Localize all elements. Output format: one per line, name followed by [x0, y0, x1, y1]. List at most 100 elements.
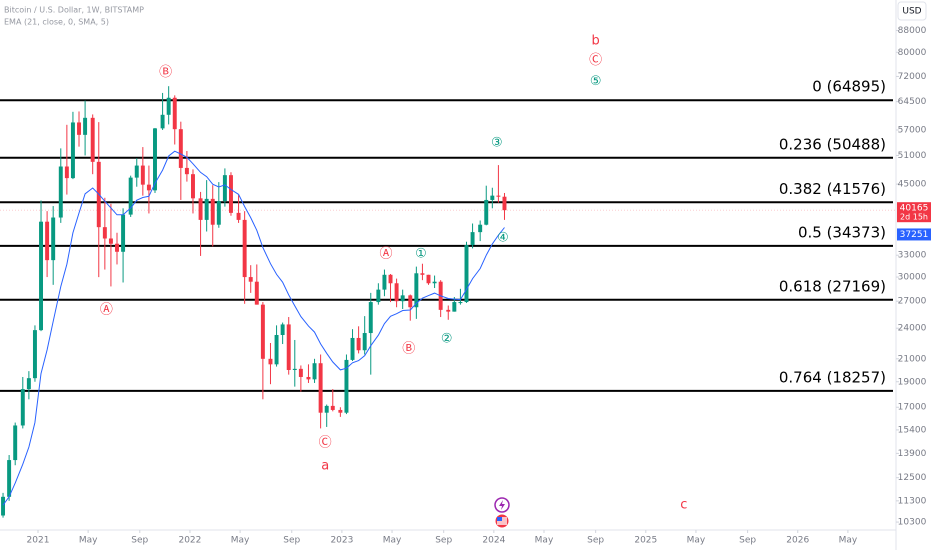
wave-label: ③	[491, 135, 503, 150]
y-tick-label: 13900	[898, 449, 927, 459]
y-tick-label: 17000	[898, 403, 927, 413]
x-tick-label: 2025	[634, 536, 657, 546]
candle-body	[338, 409, 343, 413]
symbol-legend: Bitcoin / U.S. Dollar, 1W, BITSTAMP	[4, 6, 144, 15]
candle-body	[432, 281, 437, 284]
fib-label: 0.5 (34373)	[798, 223, 886, 241]
candle-body	[191, 174, 195, 199]
fib-label: 0.236 (50488)	[779, 135, 886, 153]
candle-body	[484, 199, 489, 225]
candle-body	[376, 289, 381, 303]
indicator-legend: EMA (21, close, 0, SMA, 5)	[4, 18, 109, 27]
candle-body	[242, 219, 247, 278]
candle-body	[388, 274, 393, 284]
candle-body	[64, 166, 69, 179]
candle-body	[382, 274, 387, 290]
candle-body	[20, 389, 25, 426]
y-tick-label: 30000	[898, 273, 927, 283]
candle-body	[458, 302, 463, 304]
candle-body	[1, 496, 6, 516]
candle-body	[426, 274, 431, 284]
candle-body	[306, 376, 311, 380]
wave-label: Ⓒ	[589, 53, 602, 68]
candle-body	[368, 302, 373, 334]
candle-body	[140, 165, 145, 185]
candle-body	[115, 243, 119, 252]
x-tick-label: Sep	[435, 536, 452, 546]
candle-body	[324, 405, 329, 413]
candle-body	[178, 129, 183, 168]
candle-body	[362, 333, 367, 351]
candle-body	[45, 221, 50, 261]
wave-label: Ⓑ	[402, 342, 415, 357]
fib-label: 0.382 (41576)	[779, 180, 886, 198]
ema-tag	[897, 228, 931, 241]
x-tick-label: May	[383, 536, 402, 546]
y-tick-label: 27000	[898, 297, 927, 307]
y-tick-label: 80000	[898, 48, 927, 58]
wave-label: c	[680, 498, 687, 513]
candles	[1, 86, 507, 518]
x-tick-label: 2023	[330, 536, 353, 546]
x-tick-label: Sep	[283, 536, 300, 546]
y-tick-label: 21000	[898, 354, 927, 364]
candle-body	[166, 97, 171, 115]
x-tick-label: May	[79, 536, 98, 546]
y-tick-label: 15400	[898, 425, 927, 435]
candle-body	[236, 212, 241, 220]
y-tick-label: 64500	[898, 97, 927, 107]
candle-body	[70, 122, 75, 179]
y-tick-label: 72000	[898, 72, 927, 82]
wave-label: Ⓒ	[319, 435, 332, 450]
candle-body	[478, 224, 483, 233]
y-tick-label: 24000	[898, 324, 927, 334]
wave-label: a	[321, 459, 329, 474]
candle-body	[408, 295, 413, 308]
currency-label[interactable]: USD	[902, 7, 921, 17]
candle-body	[222, 175, 227, 202]
candle-body	[280, 324, 285, 335]
x-tick-label: May	[687, 536, 706, 546]
lightning-icon	[499, 500, 505, 510]
candle-body	[286, 324, 291, 370]
wave-label: Ⓑ	[159, 65, 172, 80]
candle-body	[51, 217, 56, 261]
x-tick-label: 2026	[786, 536, 809, 546]
candle-body	[350, 337, 355, 360]
candle-body	[470, 232, 475, 246]
candle-body	[260, 304, 265, 359]
candle-body	[464, 245, 469, 303]
candle-body	[414, 273, 419, 308]
candle-body	[490, 195, 495, 200]
candle-body	[77, 122, 81, 135]
y-tick-label: 11300	[898, 496, 927, 506]
candle-body	[446, 309, 451, 312]
wave-label: b	[592, 33, 600, 48]
countdown-label: 2d 15h	[900, 213, 928, 222]
candle-body	[128, 177, 133, 215]
candle-body	[330, 405, 335, 410]
price-tag-label: 40165	[900, 204, 929, 214]
candle-body	[228, 175, 233, 213]
y-tick-label: 57000	[898, 125, 927, 135]
candle-body	[13, 425, 18, 461]
y-tick-label: 10300	[898, 518, 927, 528]
y-tick-label: 51000	[898, 151, 927, 161]
x-tick-label: Sep	[739, 536, 756, 546]
candle-body	[134, 165, 139, 178]
candle-body	[204, 198, 209, 220]
candle-body	[292, 368, 297, 370]
candle-body	[108, 238, 113, 244]
candle-body	[26, 378, 31, 390]
y-tick-label: 45000	[898, 180, 927, 190]
candle-body	[7, 460, 12, 497]
candle-body	[153, 128, 157, 191]
candle-body	[172, 97, 177, 130]
candle-body	[312, 363, 317, 380]
ema-tag-label: 37251	[900, 230, 929, 240]
candle-body	[254, 281, 259, 305]
currency-button[interactable]	[897, 1, 927, 21]
candle-body	[58, 166, 63, 218]
